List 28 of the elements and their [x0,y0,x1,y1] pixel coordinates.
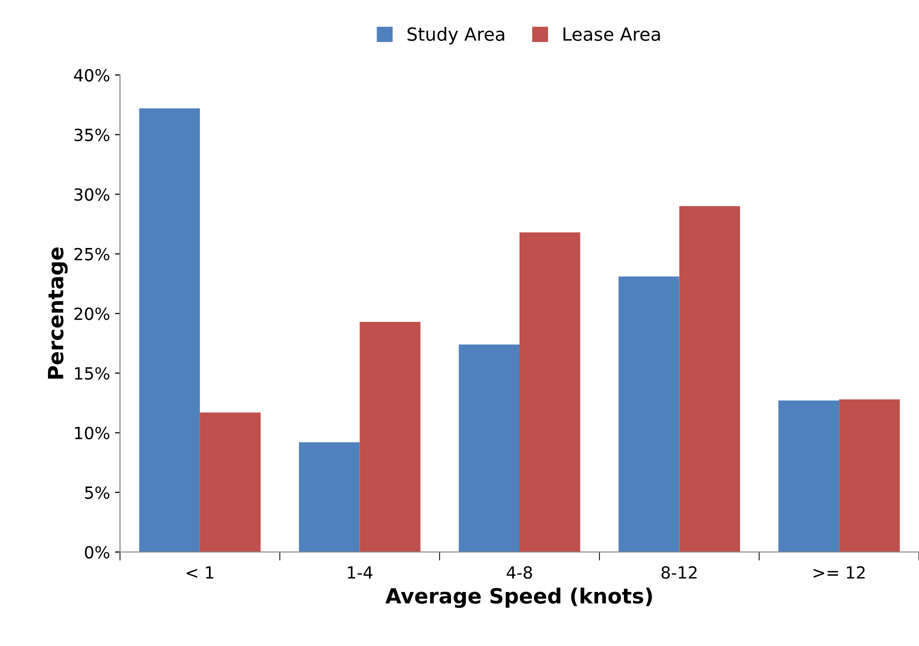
y-tick-label: 25% [74,248,110,260]
y-tick-label: 20% [74,307,110,320]
bar [458,344,520,552]
x-axis-title: Average Speed (knots) [385,588,652,608]
bar [520,232,580,552]
y-tick-label: 5% [85,486,110,499]
x-tick-label: < 1 [186,566,214,579]
x-tick-label: 4-8 [506,566,532,579]
legend-label: Study Area [408,26,504,44]
x-tick-label: >= 12 [814,566,865,579]
y-tick-label: 10% [75,426,110,440]
y-axis-title: Percentage [48,247,68,379]
y-tick-label: 30% [74,188,110,201]
y-tick-label: 35% [74,128,110,142]
bar [839,399,900,552]
y-tick-label: 40% [74,68,110,82]
bar [618,276,680,552]
bar [298,442,360,552]
y-tick-label: 0% [84,546,110,559]
bar [360,322,420,552]
bar [139,108,200,552]
x-tick-label: 8-12 [662,566,697,579]
bar [778,400,840,552]
bar [200,412,261,552]
y-tick-label: 15% [75,367,110,380]
bar [679,206,740,552]
x-tick-label: 1-4 [348,566,372,579]
legend-label: Lease Area [564,28,660,41]
